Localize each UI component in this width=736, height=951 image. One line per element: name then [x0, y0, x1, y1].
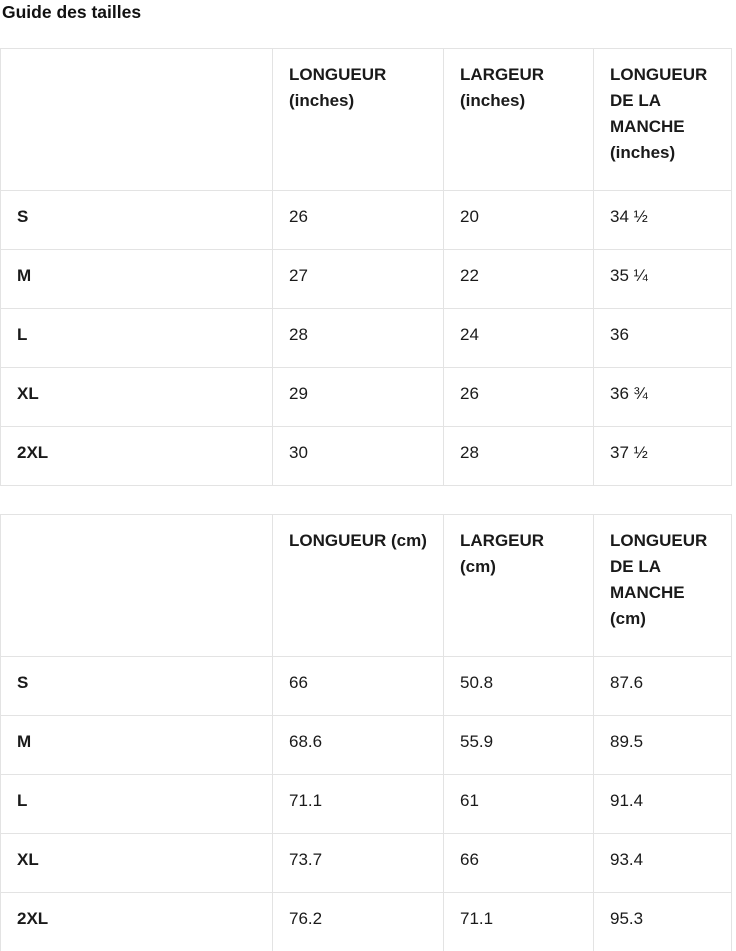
size-cell: 2XL — [0, 892, 273, 951]
size-cell: L — [0, 308, 273, 368]
column-header-longueur-cm: LONGUEUR (cm) — [272, 514, 444, 657]
value-cell-largeur: 24 — [443, 308, 594, 368]
column-header-largeur-inches: LARGEUR (inches) — [443, 48, 594, 191]
size-cell: XL — [0, 367, 273, 427]
table-header-row: LONGUEUR (cm) LARGEUR (cm) LONGUEUR DE L… — [0, 514, 732, 657]
table-row-l: L 28 24 36 — [0, 308, 732, 368]
table-row-xl: XL 29 26 36 ¾ — [0, 367, 732, 427]
value-cell-manche: 35 ¼ — [593, 249, 732, 309]
value-cell-longueur: 73.7 — [272, 833, 444, 893]
column-header-manche-cm: LONGUEUR DE LA MANCHE (cm) — [593, 514, 732, 657]
size-cell: S — [0, 656, 273, 716]
value-cell-manche: 93.4 — [593, 833, 732, 893]
size-cell: 2XL — [0, 426, 273, 486]
table-row-s: S 66 50.8 87.6 — [0, 656, 732, 716]
table-header-row: LONGUEUR (inches) LARGEUR (inches) LONGU… — [0, 48, 732, 191]
page-title: Guide des tailles — [2, 2, 142, 22]
value-cell-longueur: 66 — [272, 656, 444, 716]
column-header-largeur-cm: LARGEUR (cm) — [443, 514, 594, 657]
column-header-longueur-inches: LONGUEUR (inches) — [272, 48, 444, 191]
value-cell-longueur: 71.1 — [272, 774, 444, 834]
table-row-xl: XL 73.7 66 93.4 — [0, 833, 732, 893]
value-cell-largeur: 61 — [443, 774, 594, 834]
size-table-cm: LONGUEUR (cm) LARGEUR (cm) LONGUEUR DE L… — [0, 514, 732, 951]
size-cell: M — [0, 249, 273, 309]
table-row-2xl: 2XL 30 28 37 ½ — [0, 426, 732, 486]
value-cell-largeur: 26 — [443, 367, 594, 427]
value-cell-longueur: 29 — [272, 367, 444, 427]
value-cell-longueur: 28 — [272, 308, 444, 368]
table-row-2xl: 2XL 76.2 71.1 95.3 — [0, 892, 732, 951]
table-row-m: M 27 22 35 ¼ — [0, 249, 732, 309]
table-row-m: M 68.6 55.9 89.5 — [0, 715, 732, 775]
value-cell-longueur: 27 — [272, 249, 444, 309]
value-cell-largeur: 22 — [443, 249, 594, 309]
column-header-blank — [0, 514, 273, 657]
value-cell-manche: 87.6 — [593, 656, 732, 716]
value-cell-manche: 89.5 — [593, 715, 732, 775]
size-cell: XL — [0, 833, 273, 893]
value-cell-manche: 37 ½ — [593, 426, 732, 486]
table-row-l: L 71.1 61 91.4 — [0, 774, 732, 834]
value-cell-longueur: 26 — [272, 190, 444, 250]
size-table-inches: LONGUEUR (inches) LARGEUR (inches) LONGU… — [0, 48, 732, 486]
size-cell: S — [0, 190, 273, 250]
value-cell-largeur: 20 — [443, 190, 594, 250]
size-cell: M — [0, 715, 273, 775]
column-header-blank — [0, 48, 273, 191]
value-cell-longueur: 68.6 — [272, 715, 444, 775]
value-cell-largeur: 71.1 — [443, 892, 594, 951]
value-cell-largeur: 66 — [443, 833, 594, 893]
value-cell-largeur: 55.9 — [443, 715, 594, 775]
value-cell-manche: 95.3 — [593, 892, 732, 951]
value-cell-manche: 34 ½ — [593, 190, 732, 250]
table-row-s: S 26 20 34 ½ — [0, 190, 732, 250]
size-cell: L — [0, 774, 273, 834]
value-cell-manche: 36 ¾ — [593, 367, 732, 427]
value-cell-largeur: 28 — [443, 426, 594, 486]
value-cell-longueur: 30 — [272, 426, 444, 486]
value-cell-largeur: 50.8 — [443, 656, 594, 716]
column-header-manche-inches: LONGUEUR DE LA MANCHE (inches) — [593, 48, 732, 191]
value-cell-manche: 36 — [593, 308, 732, 368]
value-cell-manche: 91.4 — [593, 774, 732, 834]
value-cell-longueur: 76.2 — [272, 892, 444, 951]
